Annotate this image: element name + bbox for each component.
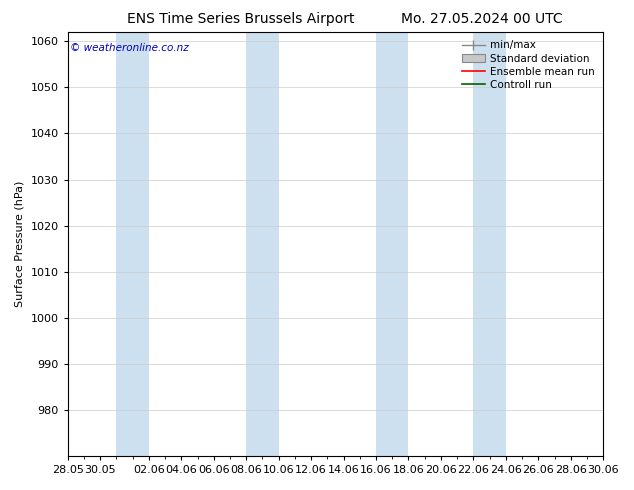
- Bar: [603, 32, 634, 456]
- Text: Mo. 27.05.2024 00 UTC: Mo. 27.05.2024 00 UTC: [401, 12, 562, 26]
- Text: © weatheronline.co.nz: © weatheronline.co.nz: [70, 43, 189, 53]
- Bar: [376, 32, 408, 456]
- Bar: [474, 32, 506, 456]
- Y-axis label: Surface Pressure (hPa): Surface Pressure (hPa): [15, 181, 25, 307]
- Bar: [246, 32, 279, 456]
- Legend: min/max, Standard deviation, Ensemble mean run, Controll run: min/max, Standard deviation, Ensemble me…: [459, 37, 598, 93]
- Bar: [117, 32, 149, 456]
- Text: ENS Time Series Brussels Airport: ENS Time Series Brussels Airport: [127, 12, 354, 26]
